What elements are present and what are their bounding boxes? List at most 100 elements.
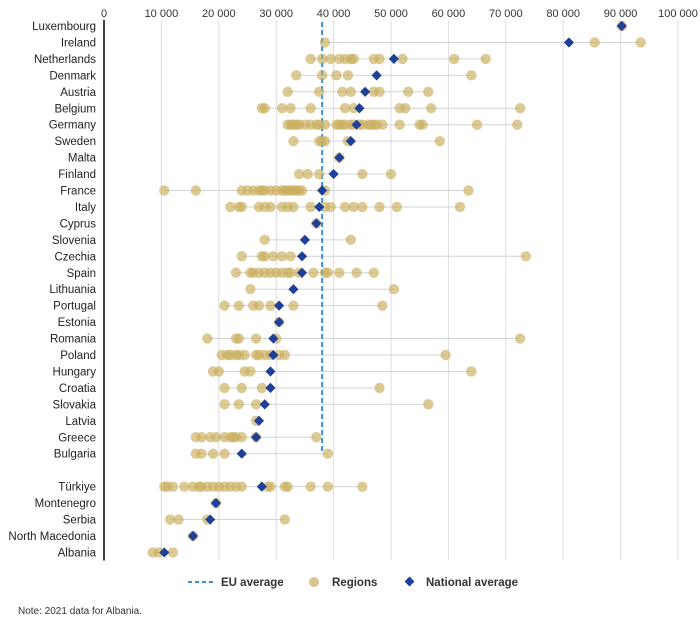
- national-average-marker: [268, 349, 279, 361]
- region-point: [334, 267, 345, 278]
- country-label: Latvia: [65, 416, 96, 428]
- country-label: Denmark: [49, 70, 96, 82]
- region-point: [348, 103, 359, 114]
- country-label: Hungary: [53, 366, 97, 378]
- region-point: [285, 267, 296, 278]
- country-label: Croatia: [59, 383, 97, 395]
- region-point: [265, 300, 276, 311]
- region-point: [302, 168, 313, 180]
- x-tick-label: 0: [101, 8, 107, 20]
- region-point: [345, 86, 357, 98]
- region-point: [285, 251, 296, 262]
- region-point: [512, 119, 523, 130]
- region-point: [423, 399, 434, 410]
- national-average-marker: [265, 382, 276, 393]
- country-rows: [152, 41, 641, 553]
- region-point: [236, 251, 247, 262]
- region-point: [305, 201, 316, 213]
- region-point: [167, 481, 179, 492]
- region-point: [225, 201, 236, 213]
- country-label: Sweden: [54, 136, 96, 148]
- chart-note: Note: 2021 data for Albania.: [18, 606, 142, 617]
- region-point: [213, 366, 224, 377]
- region-point: [351, 267, 362, 278]
- region-point: [589, 37, 600, 48]
- region-point: [322, 267, 334, 278]
- region-point: [265, 201, 276, 213]
- region-point: [167, 547, 179, 558]
- national-average-marker: [345, 136, 356, 147]
- region-point: [207, 448, 219, 459]
- legend-national-label: National average: [426, 577, 518, 589]
- region-point: [253, 300, 265, 311]
- region-point: [635, 37, 646, 48]
- region-point: [233, 399, 245, 410]
- region-point: [288, 135, 299, 147]
- country-label: Romania: [50, 334, 97, 346]
- x-tick-label: 70 000: [489, 8, 523, 20]
- x-tick-label: 20 000: [202, 8, 236, 20]
- region-point: [319, 119, 331, 130]
- region-point: [296, 185, 308, 196]
- country-label: Cyprus: [60, 218, 97, 230]
- region-point: [236, 432, 247, 443]
- national-average-marker: [563, 37, 575, 48]
- country-label: Serbia: [63, 515, 97, 527]
- region-point: [400, 103, 411, 114]
- region-point: [196, 432, 207, 443]
- national-average-marker: [328, 168, 339, 180]
- region-point: [276, 103, 288, 114]
- national-average-marker: [314, 201, 325, 213]
- national-average-marker: [256, 481, 267, 492]
- region-point: [245, 366, 256, 377]
- region-point: [236, 481, 247, 492]
- region-point: [425, 103, 437, 114]
- national-average-marker: [388, 53, 399, 64]
- national-average-marker: [296, 267, 308, 278]
- region-point: [520, 251, 532, 262]
- country-label: Poland: [60, 350, 96, 362]
- region-point: [316, 53, 328, 65]
- region-point: [250, 333, 262, 344]
- region-point: [308, 267, 319, 278]
- country-label: Netherlands: [34, 54, 96, 66]
- national-average-marker: [273, 300, 285, 311]
- national-average-marker: [253, 415, 265, 426]
- region-point: [394, 119, 405, 130]
- country-label: Finland: [58, 169, 96, 181]
- national-average-marker: [259, 399, 270, 410]
- region-point: [374, 201, 385, 213]
- region-point: [368, 267, 379, 278]
- region-point: [466, 70, 477, 81]
- region-point: [259, 234, 270, 246]
- x-tick-label: 90 000: [604, 8, 638, 20]
- region-point: [311, 432, 322, 443]
- region-point: [342, 70, 354, 81]
- region-point: [233, 333, 245, 344]
- region-point: [282, 86, 293, 98]
- region-point: [219, 399, 230, 410]
- region-point: [448, 53, 460, 65]
- region-point: [357, 481, 368, 492]
- country-label: Portugal: [53, 301, 96, 313]
- region-point: [397, 53, 408, 65]
- region-point: [288, 201, 299, 213]
- region-point: [245, 284, 256, 295]
- region-point: [319, 37, 331, 48]
- x-tick-label: 10 000: [145, 8, 179, 20]
- region-point: [291, 70, 302, 81]
- x-tick-label: 80 000: [546, 8, 580, 20]
- region-point: [153, 547, 164, 558]
- region-point: [331, 70, 342, 81]
- axes: 0 10 000 20 000 30 000 40 000 50 000 60 000 70 …: [8, 8, 698, 561]
- region-point: [345, 234, 357, 246]
- national-average-marker: [236, 448, 247, 459]
- country-label: Germany: [49, 120, 97, 132]
- region-point: [374, 53, 385, 65]
- x-tick-label: 100 000: [658, 8, 698, 20]
- region-point: [417, 119, 428, 130]
- region-point: [305, 53, 316, 65]
- region-point: [219, 448, 230, 459]
- region-point: [391, 201, 402, 213]
